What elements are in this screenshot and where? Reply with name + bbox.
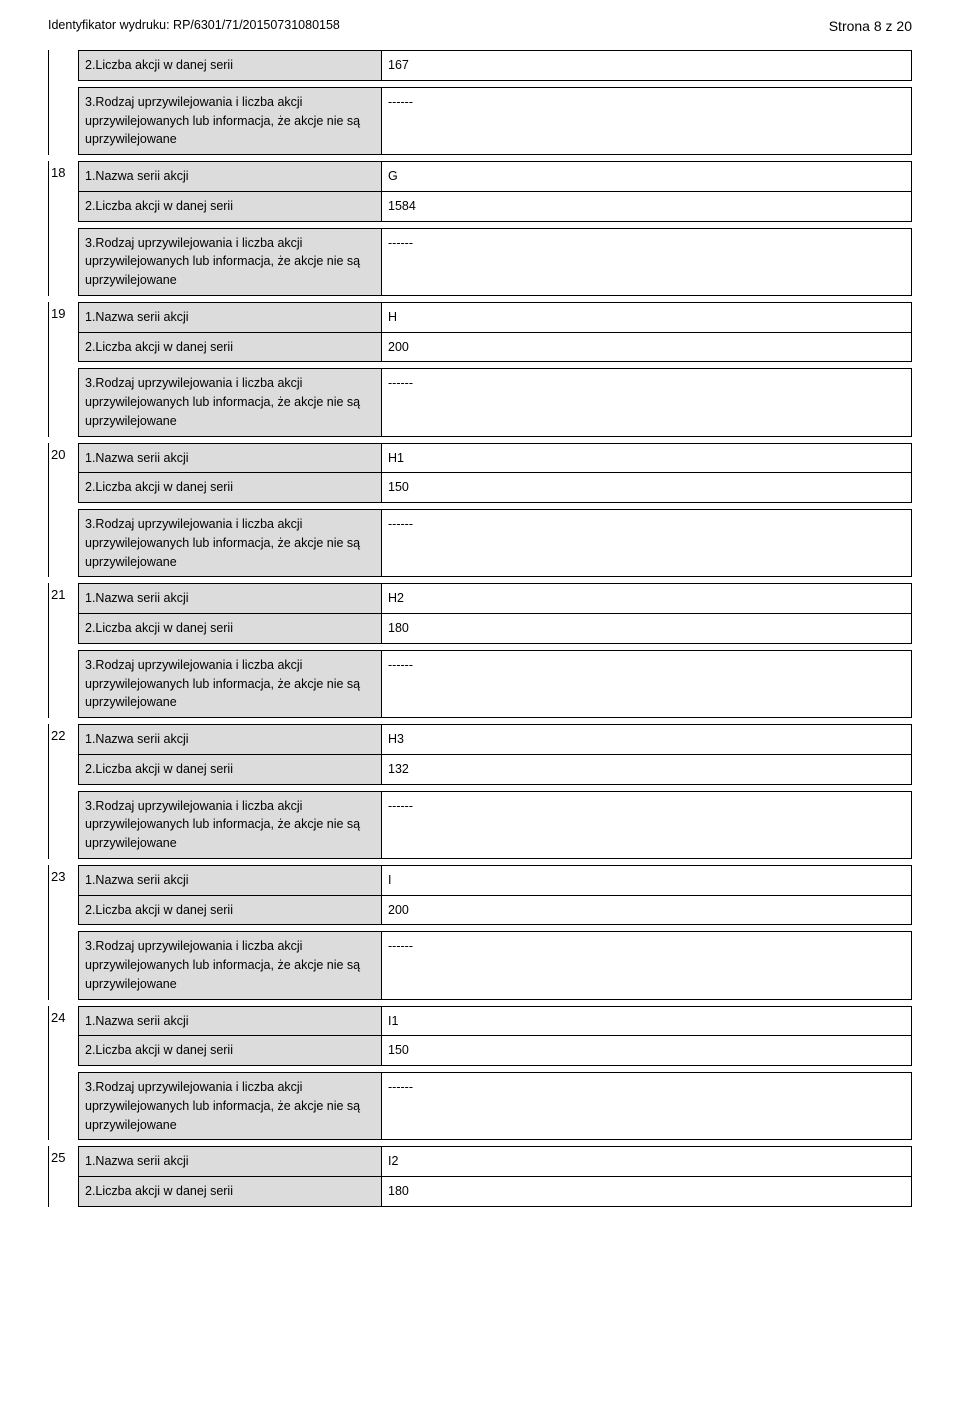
group-number: 22 [48, 724, 78, 859]
label-rodzaj: 3.Rodzaj uprzywilejowania i liczba akcji… [79, 791, 382, 858]
value-nazwa: H [382, 302, 912, 332]
label-rodzaj: 3.Rodzaj uprzywilejowania i liczba akcji… [79, 1073, 382, 1140]
group-table-main: 1.Nazwa serii akcjiH32.Liczba akcji w da… [78, 724, 912, 785]
label-rodzaj: 3.Rodzaj uprzywilejowania i liczba akcji… [79, 87, 382, 154]
group-table-rodzaj: 3.Rodzaj uprzywilejowania i liczba akcji… [78, 791, 912, 859]
print-id: Identyfikator wydruku: RP/6301/71/201507… [48, 18, 340, 34]
group-19: 191.Nazwa serii akcjiH2.Liczba akcji w d… [48, 302, 912, 437]
value-nazwa: I1 [382, 1006, 912, 1036]
group-25: 25 1.Nazwa serii akcji I2 2.Liczba akcji… [48, 1146, 912, 1207]
group-number: 19 [48, 302, 78, 437]
group-22: 221.Nazwa serii akcjiH32.Liczba akcji w … [48, 724, 912, 859]
label-liczba: 2.Liczba akcji w danej serii [79, 473, 382, 503]
label-rodzaj: 3.Rodzaj uprzywilejowania i liczba akcji… [79, 510, 382, 577]
group-number: 23 [48, 865, 78, 1000]
group-table-rodzaj: 3.Rodzaj uprzywilejowania i liczba akcji… [78, 228, 912, 296]
value-liczba: 150 [382, 1036, 912, 1066]
group-body: 1.Nazwa serii akcjiH2.Liczba akcji w dan… [78, 302, 912, 437]
value-liczba: 180 [382, 614, 912, 644]
group-table-rodzaj: 3.Rodzaj uprzywilejowania i liczba akcji… [78, 650, 912, 718]
label-liczba: 2.Liczba akcji w danej serii [79, 332, 382, 362]
value-nazwa: H2 [382, 584, 912, 614]
value-rodzaj: ------ [382, 791, 912, 858]
value-nazwa: H3 [382, 725, 912, 755]
continuation-table-1: 2.Liczba akcji w danej serii 167 [78, 50, 912, 81]
group-body: 1.Nazwa serii akcjiH12.Liczba akcji w da… [78, 443, 912, 578]
group-body: 1.Nazwa serii akcjiI12.Liczba akcji w da… [78, 1006, 912, 1141]
value-rodzaj: ------ [382, 932, 912, 999]
group-18: 181.Nazwa serii akcjiG2.Liczba akcji w d… [48, 161, 912, 296]
group-20: 201.Nazwa serii akcjiH12.Liczba akcji w … [48, 443, 912, 578]
group-continuation: 2.Liczba akcji w danej serii 167 3.Rodza… [48, 50, 912, 155]
label-liczba: 2.Liczba akcji w danej serii [79, 1036, 382, 1066]
label-nazwa: 1.Nazwa serii akcji [79, 162, 382, 192]
value-rodzaj: ------ [382, 510, 912, 577]
value-nazwa: G [382, 162, 912, 192]
value-liczba: 200 [382, 332, 912, 362]
value-liczba: 180 [382, 1177, 912, 1207]
group-body: 1.Nazwa serii akcjiH32.Liczba akcji w da… [78, 724, 912, 859]
label-liczba: 2.Liczba akcji w danej serii [79, 754, 382, 784]
value-liczba: 150 [382, 473, 912, 503]
value-rodzaj: ------ [382, 87, 912, 154]
group-table-rodzaj: 3.Rodzaj uprzywilejowania i liczba akcji… [78, 931, 912, 999]
group-table-main: 1.Nazwa serii akcjiI12.Liczba akcji w da… [78, 1006, 912, 1067]
label-nazwa: 1.Nazwa serii akcji [79, 725, 382, 755]
value-liczba: 200 [382, 895, 912, 925]
group-number: 20 [48, 443, 78, 578]
group-number: 21 [48, 583, 78, 718]
value-nazwa: I [382, 865, 912, 895]
value-liczba: 167 [382, 51, 912, 81]
label-rodzaj: 3.Rodzaj uprzywilejowania i liczba akcji… [79, 932, 382, 999]
group-table-rodzaj: 3.Rodzaj uprzywilejowania i liczba akcji… [78, 368, 912, 436]
group-25-table: 1.Nazwa serii akcji I2 2.Liczba akcji w … [78, 1146, 912, 1207]
page-header: Identyfikator wydruku: RP/6301/71/201507… [48, 18, 912, 34]
label-rodzaj: 3.Rodzaj uprzywilejowania i liczba akcji… [79, 650, 382, 717]
value-nazwa: H1 [382, 443, 912, 473]
value-rodzaj: ------ [382, 369, 912, 436]
group-body: 2.Liczba akcji w danej serii 167 3.Rodza… [78, 50, 912, 155]
group-table-rodzaj: 3.Rodzaj uprzywilejowania i liczba akcji… [78, 509, 912, 577]
group-number: 25 [48, 1146, 78, 1207]
label-nazwa: 1.Nazwa serii akcji [79, 1147, 382, 1177]
group-table-main: 1.Nazwa serii akcjiH2.Liczba akcji w dan… [78, 302, 912, 363]
value-nazwa: I2 [382, 1147, 912, 1177]
group-table-rodzaj: 3.Rodzaj uprzywilejowania i liczba akcji… [78, 1072, 912, 1140]
group-number [48, 50, 78, 155]
label-nazwa: 1.Nazwa serii akcji [79, 443, 382, 473]
label-rodzaj: 3.Rodzaj uprzywilejowania i liczba akcji… [79, 369, 382, 436]
group-body: 1.Nazwa serii akcjiH22.Liczba akcji w da… [78, 583, 912, 718]
label-liczba: 2.Liczba akcji w danej serii [79, 614, 382, 644]
group-table-main: 1.Nazwa serii akcjiI2.Liczba akcji w dan… [78, 865, 912, 926]
value-rodzaj: ------ [382, 1073, 912, 1140]
group-number: 18 [48, 161, 78, 296]
label-nazwa: 1.Nazwa serii akcji [79, 302, 382, 332]
group-number: 24 [48, 1006, 78, 1141]
value-rodzaj: ------ [382, 650, 912, 717]
label-liczba: 2.Liczba akcji w danej serii [79, 1177, 382, 1207]
group-body: 1.Nazwa serii akcjiG2.Liczba akcji w dan… [78, 161, 912, 296]
label-rodzaj: 3.Rodzaj uprzywilejowania i liczba akcji… [79, 228, 382, 295]
group-table-main: 1.Nazwa serii akcjiG2.Liczba akcji w dan… [78, 161, 912, 222]
group-24: 241.Nazwa serii akcjiI12.Liczba akcji w … [48, 1006, 912, 1141]
label-liczba: 2.Liczba akcji w danej serii [79, 51, 382, 81]
value-liczba: 132 [382, 754, 912, 784]
label-nazwa: 1.Nazwa serii akcji [79, 584, 382, 614]
group-table-main: 1.Nazwa serii akcjiH22.Liczba akcji w da… [78, 583, 912, 644]
page: Identyfikator wydruku: RP/6301/71/201507… [0, 0, 960, 1247]
label-liczba: 2.Liczba akcji w danej serii [79, 895, 382, 925]
group-21: 211.Nazwa serii akcjiH22.Liczba akcji w … [48, 583, 912, 718]
continuation-table-2: 3.Rodzaj uprzywilejowania i liczba akcji… [78, 87, 912, 155]
group-23: 231.Nazwa serii akcjiI2.Liczba akcji w d… [48, 865, 912, 1000]
group-table-main: 1.Nazwa serii akcjiH12.Liczba akcji w da… [78, 443, 912, 504]
page-number: Strona 8 z 20 [829, 18, 912, 34]
label-nazwa: 1.Nazwa serii akcji [79, 1006, 382, 1036]
group-body: 1.Nazwa serii akcji I2 2.Liczba akcji w … [78, 1146, 912, 1207]
value-liczba: 1584 [382, 191, 912, 221]
label-nazwa: 1.Nazwa serii akcji [79, 865, 382, 895]
label-liczba: 2.Liczba akcji w danej serii [79, 191, 382, 221]
group-body: 1.Nazwa serii akcjiI2.Liczba akcji w dan… [78, 865, 912, 1000]
value-rodzaj: ------ [382, 228, 912, 295]
